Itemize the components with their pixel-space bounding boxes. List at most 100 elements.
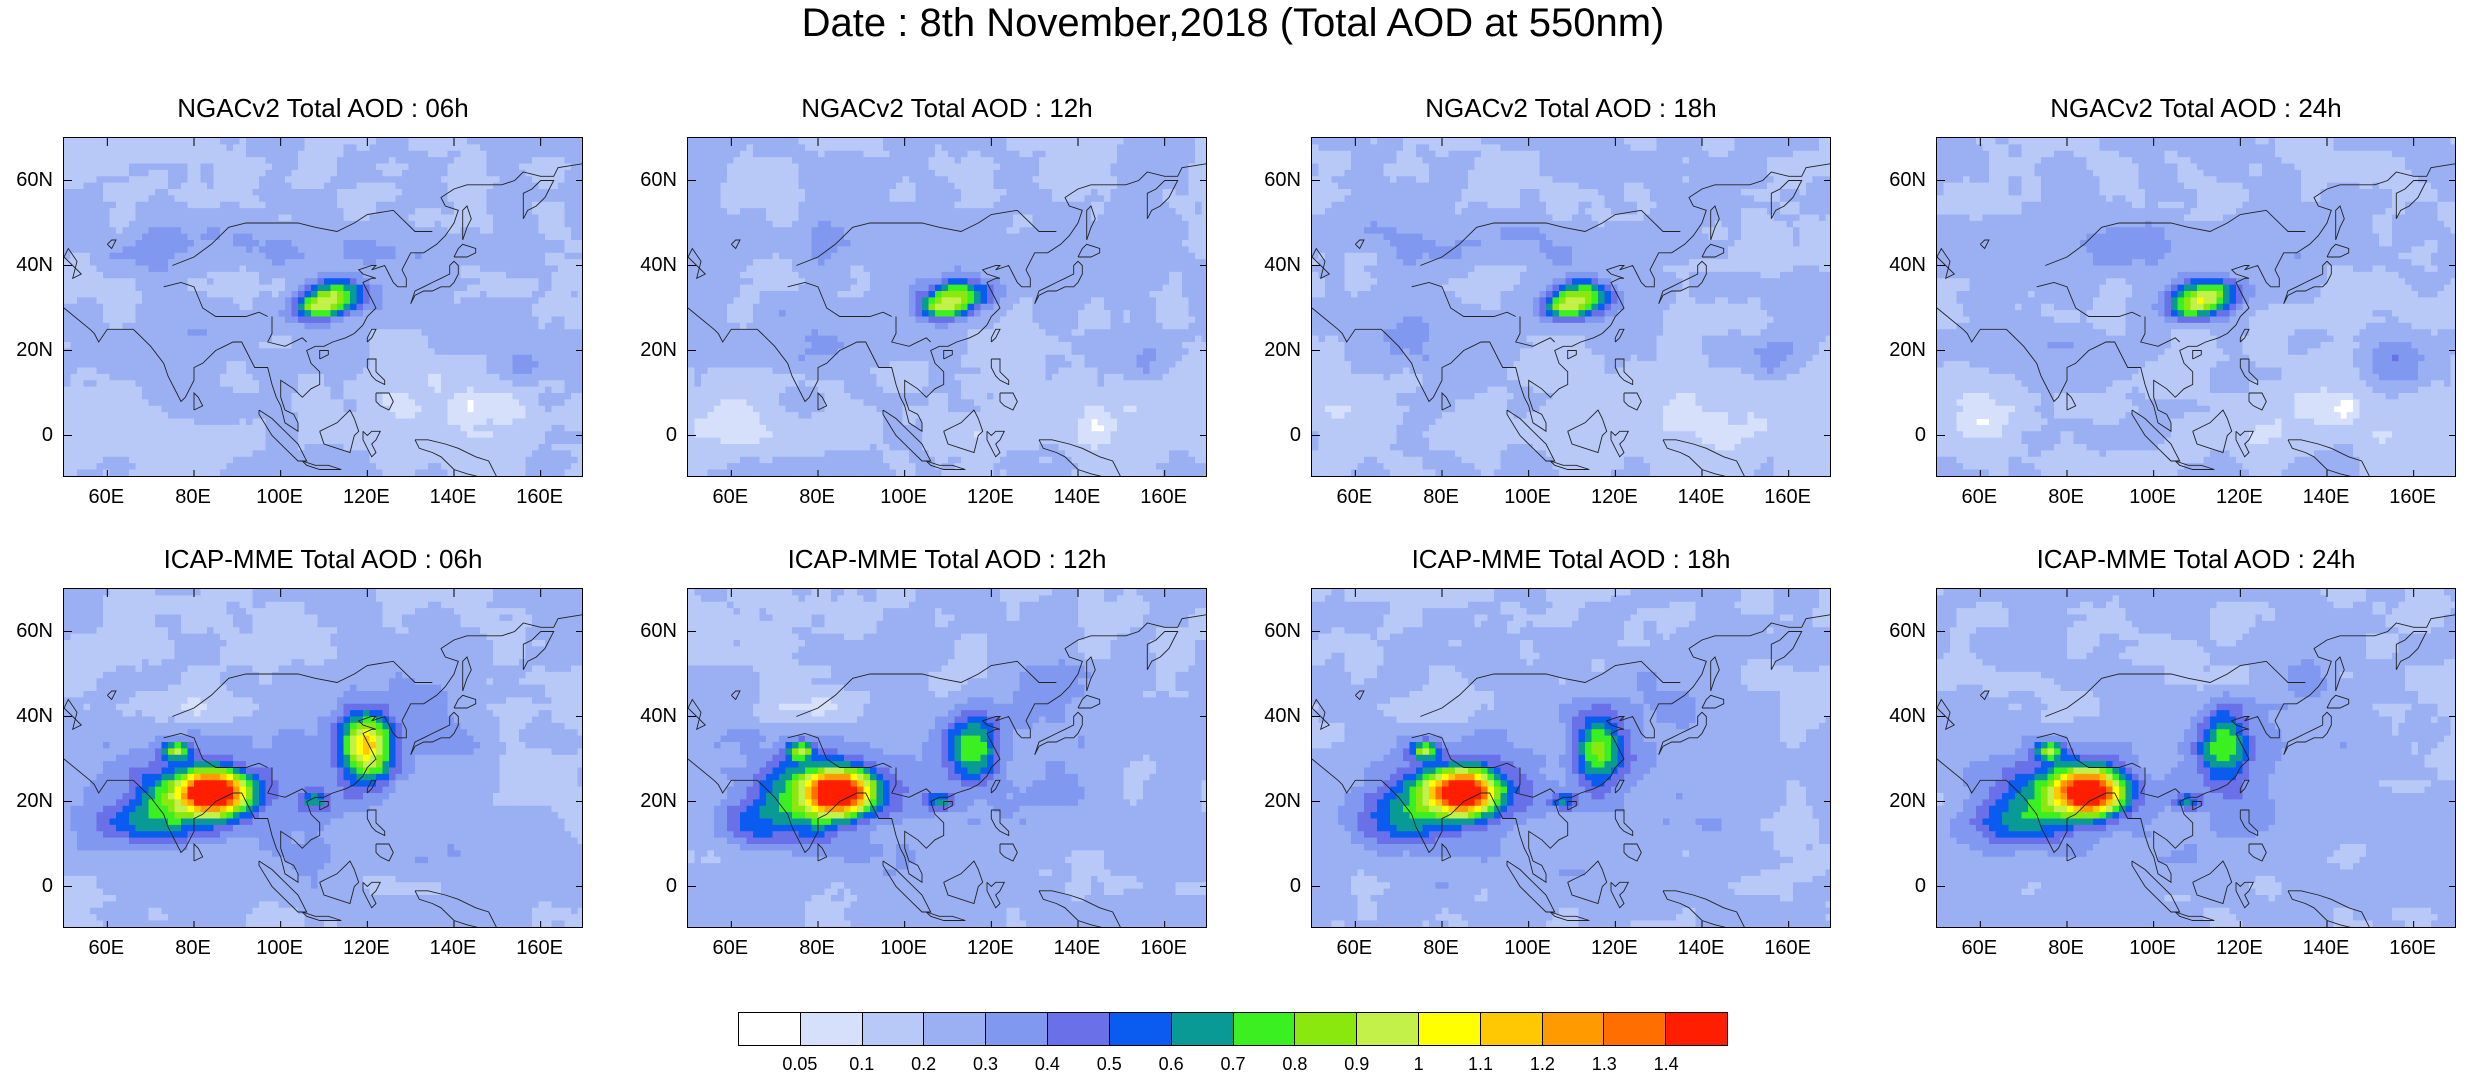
lon-tick-label: 160E — [1753, 938, 1823, 958]
aod-field-icap-mme-18h — [1312, 589, 1831, 928]
colorbar-label: 1 — [1389, 1054, 1449, 1074]
lat-tick-label: 40N — [617, 706, 677, 726]
lon-tick-label: 160E — [2378, 487, 2448, 507]
colorbar-label: 0.1 — [832, 1054, 892, 1074]
lat-tick-label: 20N — [0, 791, 53, 811]
colorbar-swatch — [1604, 1013, 1666, 1045]
lon-tick-label: 140E — [418, 938, 488, 958]
map-panel-icap-mme-24h — [1936, 588, 2456, 928]
colorbar-label: 0.5 — [1079, 1054, 1139, 1074]
colorbar-label: 0.05 — [770, 1054, 830, 1074]
lon-tick-label: 140E — [1666, 487, 1736, 507]
lat-tick-label: 0 — [1241, 876, 1301, 896]
colorbar-swatch — [1172, 1013, 1234, 1045]
colorbar-label: 0.8 — [1265, 1054, 1325, 1074]
lon-tick-label: 80E — [782, 938, 852, 958]
lon-tick-label: 140E — [1042, 938, 1112, 958]
lon-tick-label: 80E — [1406, 938, 1476, 958]
aod-field-ngacv2-18h — [1312, 138, 1831, 477]
lat-tick-label: 40N — [0, 255, 53, 275]
lat-tick-label: 40N — [1866, 255, 1926, 275]
panel-title-ngacv2-12h: NGACv2 Total AOD : 12h — [687, 93, 1207, 123]
aod-field-icap-mme-24h — [1937, 589, 2456, 928]
panel-title-icap-mme-24h: ICAP-MME Total AOD : 24h — [1936, 544, 2456, 574]
lon-tick-label: 120E — [1579, 487, 1649, 507]
lon-tick-label: 60E — [1944, 938, 2014, 958]
colorbar-swatch — [1295, 1013, 1357, 1045]
lat-tick-label: 60N — [617, 170, 677, 190]
panel-title-icap-mme-06h: ICAP-MME Total AOD : 06h — [63, 544, 583, 574]
lon-tick-label: 120E — [2204, 487, 2274, 507]
colorbar-label: 0.4 — [1017, 1054, 1077, 1074]
lon-tick-label: 60E — [1944, 487, 2014, 507]
colorbar-label: 1.1 — [1451, 1054, 1511, 1074]
lat-tick-label: 20N — [1241, 340, 1301, 360]
lon-tick-label: 80E — [782, 487, 852, 507]
lon-tick-label: 120E — [1579, 938, 1649, 958]
lat-tick-label: 20N — [0, 340, 53, 360]
map-panel-icap-mme-12h — [687, 588, 1207, 928]
lat-tick-label: 0 — [1866, 425, 1926, 445]
colorbar-label: 0.7 — [1203, 1054, 1263, 1074]
panel-title-ngacv2-18h: NGACv2 Total AOD : 18h — [1311, 93, 1831, 123]
lon-tick-label: 120E — [331, 938, 401, 958]
lon-tick-label: 100E — [245, 487, 315, 507]
lon-tick-label: 100E — [245, 938, 315, 958]
panel-title-icap-mme-12h: ICAP-MME Total AOD : 12h — [687, 544, 1207, 574]
colorbar-swatch — [863, 1013, 925, 1045]
lon-tick-label: 120E — [955, 938, 1025, 958]
lat-tick-label: 20N — [1866, 340, 1926, 360]
colorbar-swatch — [986, 1013, 1048, 1045]
map-panel-ngacv2-24h — [1936, 137, 2456, 477]
lat-tick-label: 40N — [1241, 706, 1301, 726]
colorbar-swatch — [1543, 1013, 1605, 1045]
colorbar-swatch — [739, 1013, 801, 1045]
colorbar-swatch — [1048, 1013, 1110, 1045]
lon-tick-label: 140E — [1666, 938, 1736, 958]
colorbar-label: 0.6 — [1141, 1054, 1201, 1074]
lat-tick-label: 20N — [617, 340, 677, 360]
colorbar-swatch — [1481, 1013, 1543, 1045]
lon-tick-label: 120E — [2204, 938, 2274, 958]
aod-field-ngacv2-12h — [688, 138, 1207, 477]
lon-tick-label: 100E — [2118, 938, 2188, 958]
lon-tick-label: 80E — [2031, 938, 2101, 958]
lon-tick-label: 80E — [158, 938, 228, 958]
lat-tick-label: 20N — [1866, 791, 1926, 811]
lon-tick-label: 60E — [695, 487, 765, 507]
colorbar-swatch — [1110, 1013, 1172, 1045]
lon-tick-label: 140E — [418, 487, 488, 507]
aod-field-icap-mme-06h — [64, 589, 583, 928]
map-panel-icap-mme-06h — [63, 588, 583, 928]
panel-title-ngacv2-06h: NGACv2 Total AOD : 06h — [63, 93, 583, 123]
colorbar-label: 1.2 — [1512, 1054, 1572, 1074]
lon-tick-label: 160E — [1129, 487, 1199, 507]
colorbar-swatch — [924, 1013, 986, 1045]
lon-tick-label: 60E — [71, 938, 141, 958]
colorbar-label: 0.2 — [894, 1054, 954, 1074]
lon-tick-label: 80E — [1406, 487, 1476, 507]
lat-tick-label: 60N — [1866, 170, 1926, 190]
lat-tick-label: 40N — [1866, 706, 1926, 726]
colorbar-swatch — [1234, 1013, 1296, 1045]
lon-tick-label: 160E — [505, 938, 575, 958]
colorbar-label: 0.9 — [1327, 1054, 1387, 1074]
aod-field-icap-mme-12h — [688, 589, 1207, 928]
lat-tick-label: 0 — [617, 425, 677, 445]
colorbar-label: 1.3 — [1574, 1054, 1634, 1074]
figure-title: Date : 8th November,2018 (Total AOD at 5… — [0, 0, 2466, 50]
lon-tick-label: 60E — [695, 938, 765, 958]
lat-tick-label: 0 — [617, 876, 677, 896]
lon-tick-label: 100E — [869, 938, 939, 958]
aod-field-ngacv2-06h — [64, 138, 583, 477]
map-panel-ngacv2-06h — [63, 137, 583, 477]
map-panel-ngacv2-12h — [687, 137, 1207, 477]
lon-tick-label: 100E — [2118, 487, 2188, 507]
panel-title-ngacv2-24h: NGACv2 Total AOD : 24h — [1936, 93, 2456, 123]
colorbar-label: 0.3 — [956, 1054, 1016, 1074]
colorbar-swatch — [1357, 1013, 1419, 1045]
lon-tick-label: 100E — [1493, 938, 1563, 958]
lon-tick-label: 160E — [2378, 938, 2448, 958]
colorbar-swatch — [801, 1013, 863, 1045]
lon-tick-label: 80E — [158, 487, 228, 507]
